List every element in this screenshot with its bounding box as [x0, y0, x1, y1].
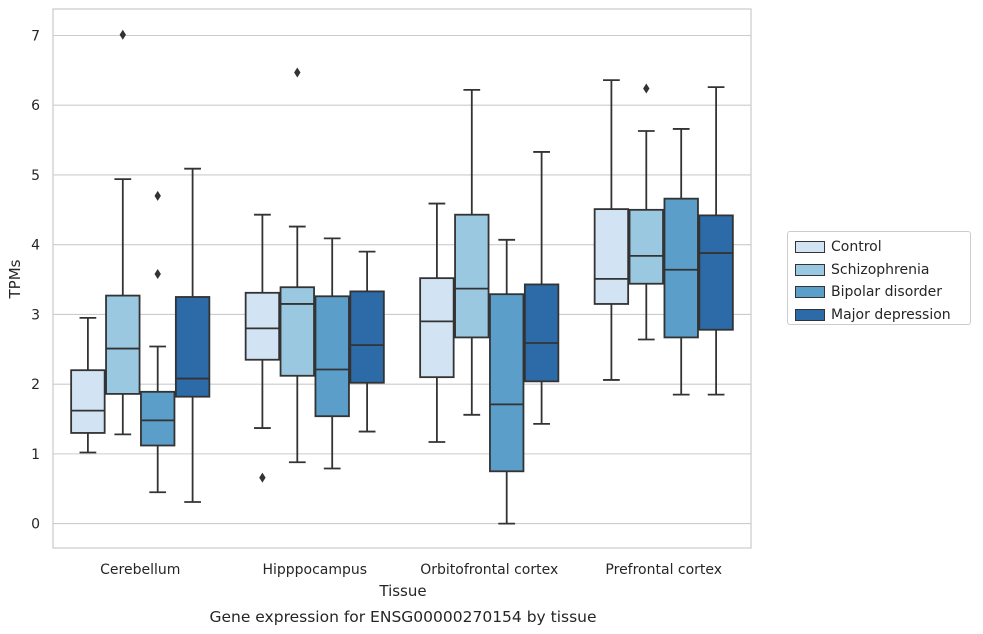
- y-tick-label: 2: [31, 377, 40, 393]
- y-tick-label: 6: [31, 98, 40, 114]
- box-body: [314, 295, 350, 418]
- box-body: [454, 213, 490, 339]
- box-body: [174, 296, 211, 398]
- legend-swatch: [795, 241, 825, 254]
- y-tick-label: 1: [31, 447, 40, 463]
- box-plots: [70, 29, 734, 525]
- legend-label: Control: [831, 239, 882, 256]
- box-body: [593, 208, 630, 305]
- legend-swatch: [795, 286, 825, 299]
- legend-swatch: [795, 263, 825, 276]
- y-tick-label: 7: [31, 28, 40, 44]
- box-body: [140, 390, 176, 447]
- y-tick-label: 0: [31, 517, 40, 533]
- box-body: [663, 197, 699, 339]
- y-tick-label: 4: [31, 238, 40, 254]
- box-body: [349, 290, 385, 384]
- legend-item: Bipolar disorder: [792, 281, 970, 304]
- outlier-point: [643, 83, 650, 94]
- box-control: [419, 202, 455, 443]
- box-body: [105, 294, 141, 395]
- x-tick-labels: Cerebellum Hipppocampus Orbitofrontal cort…: [100, 562, 722, 578]
- x-tick-label: Hipppocampus: [262, 562, 367, 578]
- box-body: [70, 369, 106, 434]
- box-major-depression: [174, 167, 211, 503]
- box-body: [698, 214, 734, 331]
- y-axis-label: TPMs: [6, 259, 24, 299]
- y-tick-label: 3: [31, 307, 40, 323]
- legend-swatch: [795, 308, 825, 321]
- y-tick-labels: 0 1 2 3 4 5 6 7: [31, 28, 40, 532]
- x-tick-label: Orbitofrontal cortex: [420, 562, 558, 578]
- box-bipolar-disorder: [314, 237, 350, 470]
- grid-lines: [53, 34, 751, 525]
- legend-item: Major depression: [792, 304, 970, 327]
- box-body: [628, 208, 664, 285]
- box-schizophrenia: [105, 29, 141, 436]
- box-major-depression: [349, 250, 385, 433]
- plot-frame: [52, 8, 752, 549]
- legend-label: Schizophrenia: [831, 261, 930, 278]
- x-axis-label: Tissue: [378, 582, 426, 600]
- box-schizophrenia: [279, 67, 315, 464]
- box-control: [593, 79, 630, 381]
- box-control: [244, 213, 281, 483]
- box-bipolar-disorder: [140, 190, 176, 494]
- box-major-depression: [698, 86, 734, 396]
- outlier-point: [294, 67, 301, 78]
- box-major-depression: [523, 151, 560, 425]
- box-bipolar-disorder: [663, 128, 699, 396]
- outlier-point: [154, 268, 161, 279]
- box-schizophrenia: [628, 83, 664, 341]
- x-tick-label: Prefrontal cortex: [605, 562, 722, 578]
- legend-item: Control: [792, 236, 970, 259]
- y-tick-label: 5: [31, 168, 40, 184]
- box-bipolar-disorder: [489, 238, 525, 525]
- box-body: [489, 293, 525, 473]
- x-tick-label: Cerebellum: [100, 562, 180, 578]
- chart-caption: Gene expression for ENSG00000270154 by t…: [209, 608, 596, 626]
- legend: Control Schizophrenia Bipolar disorder Majo…: [787, 231, 971, 325]
- box-body: [523, 283, 560, 383]
- box-body: [419, 277, 455, 379]
- legend-item: Schizophrenia: [792, 259, 970, 282]
- legend-label: Major depression: [831, 306, 951, 323]
- box-body: [244, 291, 281, 361]
- outlier-point: [119, 29, 126, 40]
- box-schizophrenia: [454, 88, 490, 416]
- legend-label: Bipolar disorder: [831, 284, 943, 301]
- box-control: [70, 316, 106, 454]
- outlier-point: [154, 190, 161, 201]
- box-body: [279, 286, 315, 377]
- outlier-point: [259, 472, 266, 483]
